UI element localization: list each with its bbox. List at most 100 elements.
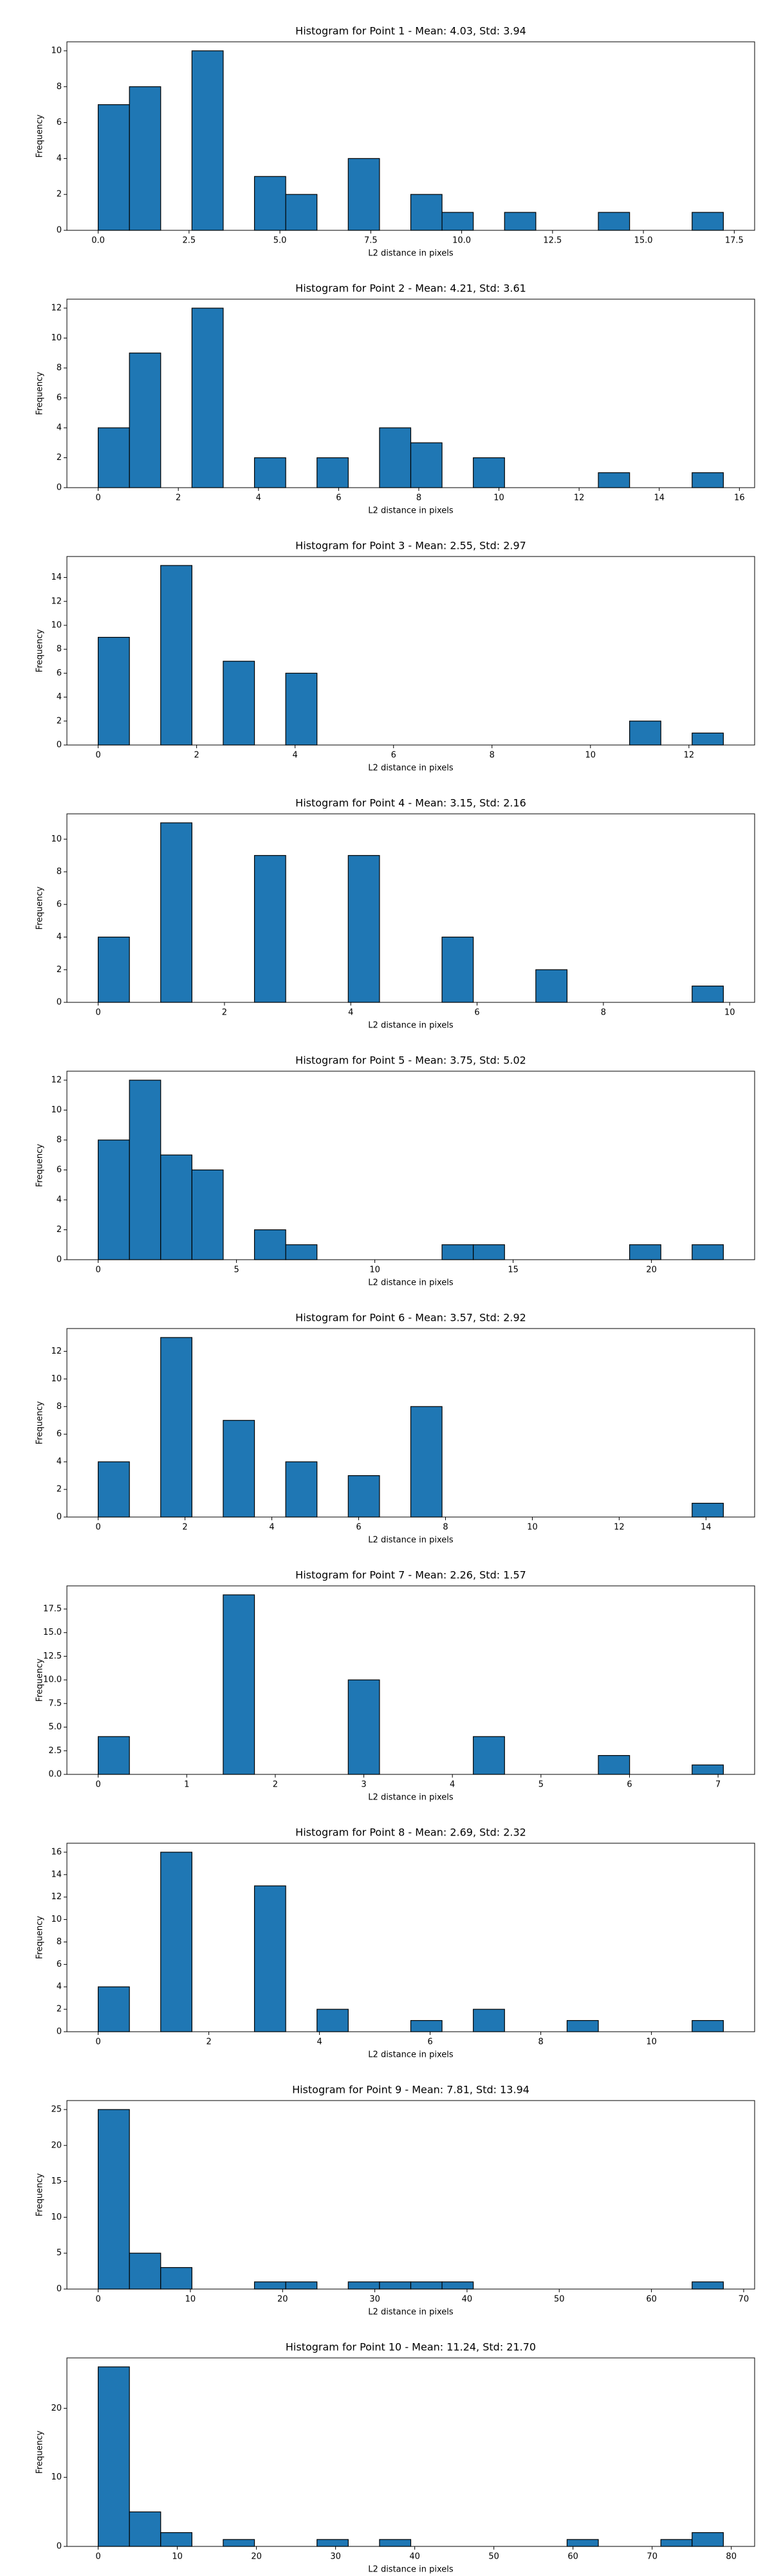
bar: [160, 822, 192, 1003]
y-tick-label: 10: [51, 2472, 62, 2482]
bar: [692, 986, 724, 1003]
x-tick-label: 20: [646, 1265, 657, 1275]
y-tick-label: 4: [57, 1982, 62, 1992]
bar: [379, 427, 412, 488]
y-tick-label: 12: [51, 303, 62, 313]
y-tick-label: 5: [57, 2249, 62, 2258]
y-tick-label: 2: [57, 965, 62, 975]
bar: [692, 2019, 724, 2032]
x-tick-label: 50: [488, 2552, 499, 2562]
bar: [379, 2539, 412, 2547]
bar: [473, 1736, 505, 1775]
y-axis-label: Frequency: [35, 887, 45, 930]
bar: [504, 212, 537, 231]
bar: [473, 457, 505, 488]
x-axis-label: L2 distance in pixels: [368, 1793, 454, 1803]
y-tick-label: 10: [51, 620, 62, 630]
x-tick-label: 5: [538, 1780, 544, 1790]
y-tick-label: 6: [57, 1430, 62, 1439]
bar: [97, 1461, 130, 1518]
y-tick-label: 2: [57, 2005, 62, 2014]
chart: Histogram for Point 4 - Mean: 3.15, Std:…: [35, 797, 755, 1031]
y-tick-label: 8: [57, 1402, 62, 1412]
y-tick-label: 10: [51, 2213, 62, 2222]
bar: [692, 1502, 724, 1518]
y-tick-label: 2: [57, 716, 62, 726]
bar: [160, 565, 192, 746]
y-tick-label: 7.5: [48, 1698, 62, 1708]
bar: [97, 1139, 130, 1260]
bar: [692, 212, 724, 231]
x-axis-label: L2 distance in pixels: [368, 2308, 454, 2317]
x-axis-label: L2 distance in pixels: [368, 1021, 454, 1031]
x-tick-label: 2: [176, 493, 181, 503]
y-tick-label: 0: [57, 2285, 62, 2294]
y-tick-label: 20: [51, 2404, 62, 2413]
chart-title: Histogram for Point 9 - Mean: 7.81, Std:…: [292, 2084, 529, 2096]
y-tick-label: 0: [57, 483, 62, 493]
x-tick-label: 10: [724, 1008, 735, 1018]
y-tick-label: 10: [51, 1105, 62, 1115]
x-tick-label: 0: [95, 1265, 100, 1275]
bar: [97, 1986, 130, 2032]
bar: [598, 212, 630, 231]
y-tick-label: 0: [57, 1255, 62, 1265]
bar: [473, 1244, 505, 1260]
y-tick-label: 0.0: [48, 1770, 62, 1780]
y-tick-label: 0: [57, 226, 62, 235]
x-tick-label: 2: [273, 1780, 278, 1790]
y-tick-label: 6: [57, 899, 62, 909]
chart-title: Histogram for Point 2 - Mean: 4.21, Std:…: [295, 282, 526, 295]
x-tick-label: 5: [234, 1265, 239, 1275]
bar: [347, 855, 380, 1003]
bar: [629, 721, 661, 746]
bar: [410, 2281, 443, 2290]
chart-title: Histogram for Point 7 - Mean: 2.26, Std:…: [295, 1569, 526, 1581]
y-axis-label: Frequency: [35, 1401, 45, 1444]
y-tick-label: 16: [51, 1847, 62, 1857]
x-tick-label: 8: [601, 1008, 606, 1018]
y-tick-label: 4: [57, 1457, 62, 1467]
x-tick-label: 8: [538, 2038, 543, 2047]
bar: [566, 2019, 599, 2032]
bar: [97, 427, 130, 488]
y-tick-label: 25: [51, 2104, 62, 2114]
chart-title: Histogram for Point 10 - Mean: 11.24, St…: [286, 2341, 536, 2353]
x-tick-label: 2: [222, 1008, 227, 1018]
x-tick-label: 10: [585, 751, 596, 760]
y-tick-label: 6: [57, 393, 62, 403]
y-tick-label: 6: [57, 118, 62, 127]
bar: [253, 1885, 286, 2032]
y-axis-label: Frequency: [35, 115, 45, 158]
y-axis-label: Frequency: [35, 1659, 45, 1702]
y-tick-label: 15.0: [43, 1628, 62, 1637]
bar: [285, 1461, 318, 1518]
bar: [253, 457, 286, 488]
x-tick-label: 6: [427, 2038, 432, 2047]
bar: [441, 2281, 474, 2290]
chart: Histogram for Point 3 - Mean: 2.55, Std:…: [35, 540, 755, 773]
bar: [598, 1755, 630, 1775]
bar: [660, 2539, 693, 2547]
chart: Histogram for Point 7 - Mean: 2.26, Std:…: [35, 1569, 755, 1803]
y-tick-label: 12: [51, 1075, 62, 1085]
bar: [223, 1594, 255, 1775]
y-tick-label: 0: [57, 1513, 62, 1522]
y-axis-label: Frequency: [35, 372, 45, 415]
bar: [97, 104, 130, 231]
axes-frame: [66, 813, 755, 1003]
bar: [692, 2532, 724, 2547]
y-tick-label: 10: [51, 333, 62, 343]
bar: [129, 86, 161, 231]
bar: [223, 1420, 255, 1518]
bar: [285, 672, 318, 746]
y-tick-label: 2.5: [48, 1746, 62, 1756]
y-tick-label: 4: [57, 932, 62, 942]
bar: [191, 308, 224, 488]
x-tick-label: 30: [369, 2295, 380, 2305]
x-tick-label: 7.5: [364, 236, 378, 246]
y-tick-label: 12: [51, 1347, 62, 1356]
x-tick-label: 6: [391, 751, 396, 760]
bar: [160, 2267, 192, 2290]
x-tick-label: 0: [95, 1780, 100, 1790]
